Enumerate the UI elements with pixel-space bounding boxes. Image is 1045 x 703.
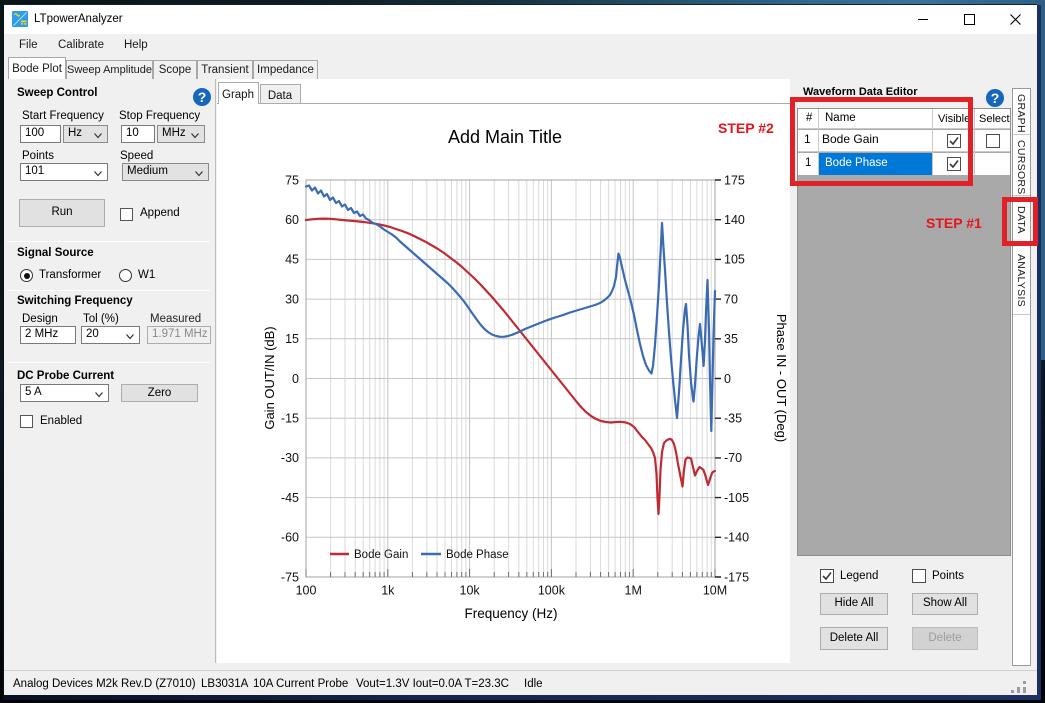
svg-text:-140: -140	[724, 531, 749, 545]
svg-text:30: 30	[285, 292, 299, 306]
svg-text:100k: 100k	[538, 584, 566, 598]
svg-text:-35: -35	[724, 412, 742, 426]
svg-text:-60: -60	[281, 531, 299, 545]
svg-text:-175: -175	[724, 570, 749, 584]
svg-text:10M: 10M	[703, 584, 727, 598]
svg-text:10k: 10k	[460, 584, 481, 598]
svg-text:-70: -70	[724, 451, 742, 465]
svg-text:0: 0	[724, 372, 731, 386]
svg-text:45: 45	[285, 253, 299, 267]
svg-text:70: 70	[724, 292, 738, 306]
svg-text:Gain OUT/IN (dB): Gain OUT/IN (dB)	[262, 326, 277, 429]
svg-text:-75: -75	[281, 570, 299, 584]
svg-text:-105: -105	[724, 491, 749, 505]
svg-text:15: 15	[285, 332, 299, 346]
svg-text:Frequency (Hz): Frequency (Hz)	[464, 606, 557, 621]
svg-text:35: 35	[724, 332, 738, 346]
svg-text:0: 0	[292, 372, 299, 386]
svg-text:75: 75	[285, 173, 299, 187]
svg-text:Add Main Title: Add Main Title	[448, 127, 562, 147]
svg-text:100: 100	[296, 584, 317, 598]
svg-text:-30: -30	[281, 451, 299, 465]
svg-text:Bode Gain: Bode Gain	[354, 549, 408, 561]
svg-text:Data: Data	[268, 90, 293, 102]
svg-text:1M: 1M	[625, 584, 642, 598]
svg-text:140: 140	[724, 213, 745, 227]
svg-text:Bode Phase: Bode Phase	[446, 549, 509, 561]
svg-text:-45: -45	[281, 491, 299, 505]
svg-text:Graph: Graph	[222, 89, 254, 101]
svg-text:175: 175	[724, 173, 745, 187]
svg-text:-15: -15	[281, 412, 299, 426]
svg-text:Phase IN - OUT (Deg): Phase IN - OUT (Deg)	[774, 314, 789, 442]
svg-text:1k: 1k	[381, 584, 395, 598]
svg-text:105: 105	[724, 253, 745, 267]
svg-text:60: 60	[285, 213, 299, 227]
